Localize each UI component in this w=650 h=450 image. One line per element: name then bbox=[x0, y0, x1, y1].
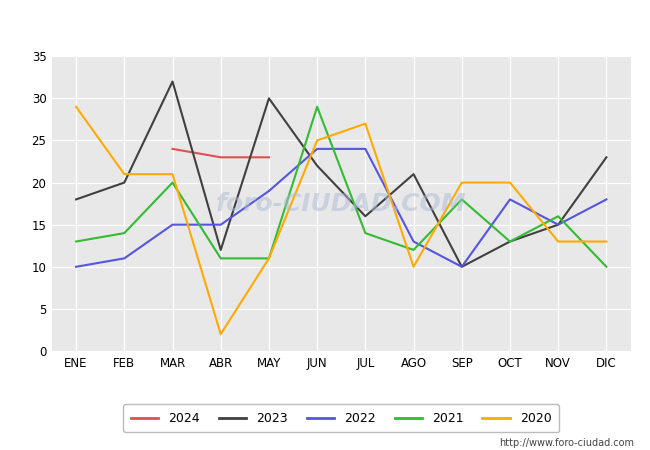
Text: http://www.foro-ciudad.com: http://www.foro-ciudad.com bbox=[499, 438, 634, 448]
Text: foro-CIUDAD.COM: foro-CIUDAD.COM bbox=[216, 192, 467, 216]
Text: Matriculaciones de Vehiculos en Constantí: Matriculaciones de Vehiculos en Constant… bbox=[135, 14, 515, 33]
Legend: 2024, 2023, 2022, 2021, 2020: 2024, 2023, 2022, 2021, 2020 bbox=[124, 405, 559, 432]
